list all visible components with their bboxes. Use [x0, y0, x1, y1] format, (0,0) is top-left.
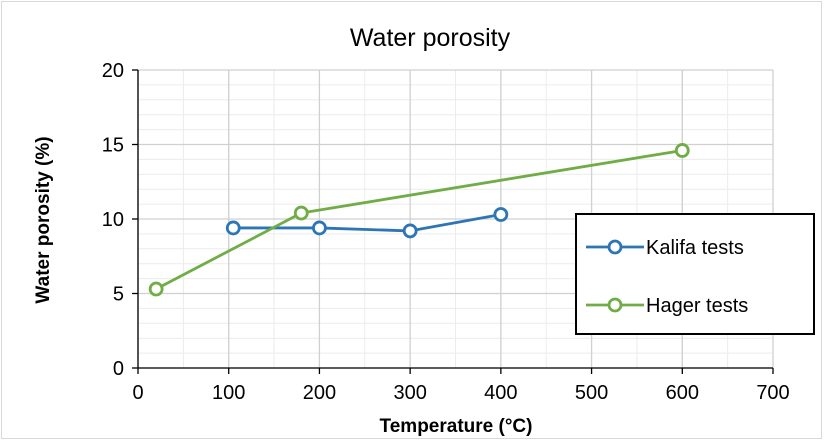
axis-layer: 0 100 200 300 400 500 600 700 0 5 10 15 20 [102, 60, 790, 404]
series-1-point [493, 207, 509, 222]
x-tick-label: 500 [575, 382, 608, 404]
y-tick-label: 20 [102, 60, 124, 82]
legend-label: Hager tests [646, 295, 748, 317]
legend-label: Kalifa tests [646, 237, 744, 259]
y-tick-label: 5 [113, 284, 124, 306]
chart-title: Water porosity [350, 24, 511, 52]
x-tick-label: 400 [484, 382, 517, 404]
legend-box [575, 213, 815, 335]
series-1-point [225, 220, 241, 236]
series-2-point [148, 281, 164, 297]
y-tick-label: 0 [113, 358, 124, 380]
x-tick-label: 200 [303, 382, 336, 404]
series-1-point [312, 220, 327, 236]
legend-layer: Kalifa tests Hager tests [575, 213, 815, 335]
series-2-point [674, 143, 690, 158]
x-tick-label: 600 [666, 382, 699, 404]
x-tick-label: 0 [132, 382, 143, 404]
legend-swatch-marker [607, 297, 623, 313]
y-tick-label: 15 [102, 135, 124, 157]
y-axis-title: Water porosity (%) [33, 136, 54, 303]
legend-swatch-marker [607, 239, 623, 255]
series-1-point [402, 223, 418, 239]
x-tick-label: 300 [393, 382, 426, 404]
x-tick-label: 100 [212, 382, 245, 404]
x-axis-title: Temperature (°C) [380, 416, 533, 437]
y-tick-label: 10 [102, 209, 124, 231]
x-tick-label: 700 [756, 382, 789, 404]
series-line-1 [233, 213, 502, 233]
series-layer [148, 143, 690, 297]
series-2-point [293, 205, 309, 221]
